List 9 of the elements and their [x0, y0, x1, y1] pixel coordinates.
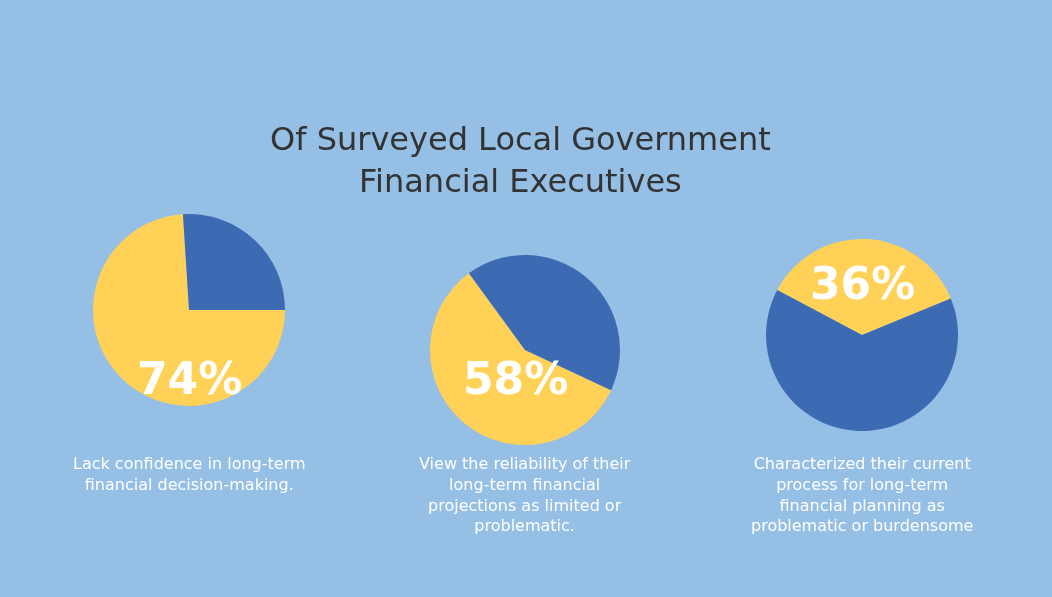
pie-slice: [182, 214, 285, 310]
text: View the reliability of their long-term financial projections as limited or problematic.: [419, 454, 631, 536]
text: Lack confidence in long-term financial decision-making.: [73, 454, 306, 494]
text: Of Surveyed Local Government Financial Executives: [270, 120, 771, 200]
data-label: 58%: [463, 353, 569, 404]
data-label: 74%: [137, 353, 243, 404]
text: Characterized their current process for long-term financial planning as problematic or burdensome: [751, 454, 974, 536]
pie-slice: [93, 214, 285, 406]
data-label: 36%: [810, 258, 916, 309]
